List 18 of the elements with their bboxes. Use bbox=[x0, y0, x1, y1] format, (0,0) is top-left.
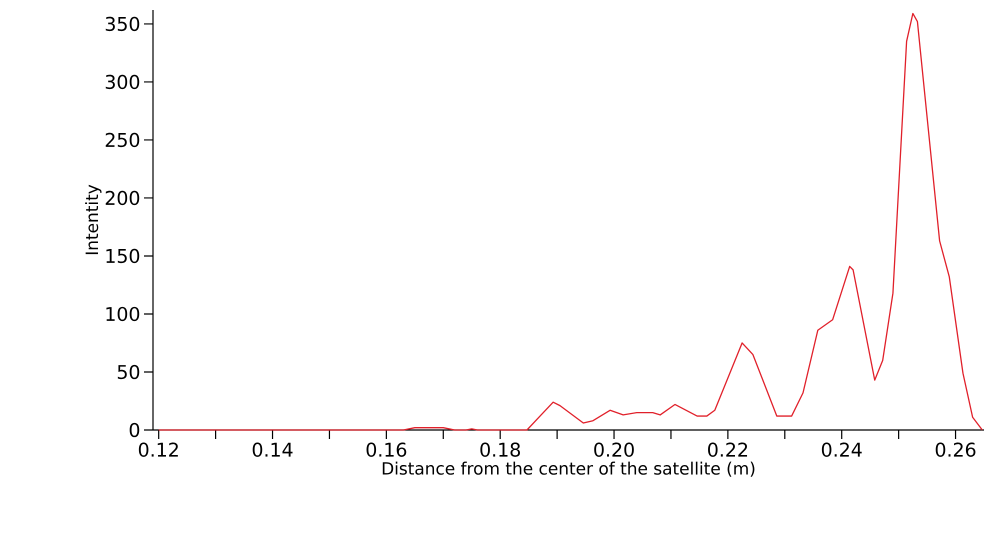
y-tick-label: 200 bbox=[106, 190, 140, 206]
y-tick-label: 250 bbox=[106, 132, 140, 148]
y-tick-label: 150 bbox=[106, 248, 140, 264]
x-tick-label: 0.12 bbox=[138, 442, 178, 457]
x-tick-label: 0.22 bbox=[708, 442, 748, 457]
y-tick-label: 100 bbox=[106, 306, 140, 322]
x-axis-title: Distance from the center of the satellite (m) bbox=[382, 462, 754, 477]
y-tick-label: 0 bbox=[130, 422, 140, 438]
y-tick-label: 350 bbox=[106, 16, 140, 32]
x-tick-label: 0.14 bbox=[252, 442, 293, 457]
y-tick-label: 50 bbox=[118, 364, 140, 380]
x-tick-label: 0.24 bbox=[822, 442, 862, 457]
x-tick-label: 0.20 bbox=[594, 442, 634, 457]
y-axis-title: Intentity bbox=[85, 184, 102, 254]
x-tick-label: 0.16 bbox=[366, 442, 406, 457]
x-tick-label: 0.26 bbox=[936, 442, 976, 457]
x-tick-label: 0.18 bbox=[480, 442, 520, 457]
y-tick-label: 300 bbox=[106, 74, 140, 90]
